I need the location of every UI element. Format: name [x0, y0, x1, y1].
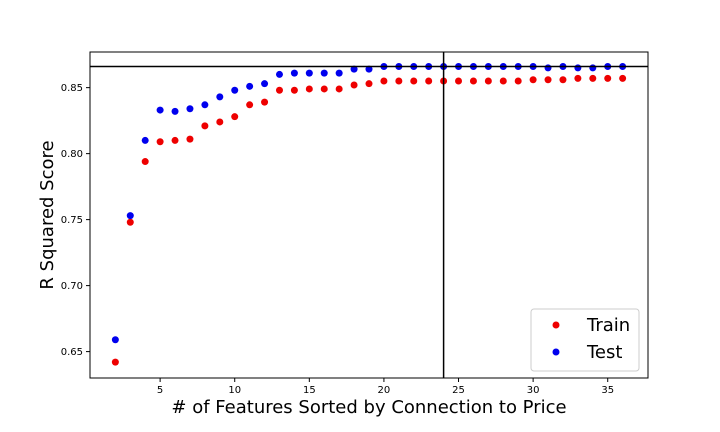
data-point-train [156, 138, 164, 146]
data-point-test [574, 64, 582, 72]
data-point-test [544, 64, 552, 72]
data-point-test [246, 82, 254, 90]
data-point-test [216, 93, 224, 101]
data-point-train [499, 77, 507, 85]
data-point-train [484, 77, 492, 85]
data-point-train [261, 98, 269, 106]
data-point-test [290, 69, 298, 77]
y-tick-label: 0.70 [61, 281, 83, 292]
data-point-train [529, 76, 537, 84]
x-tick-label: 20 [378, 385, 391, 396]
legend-marker-test [552, 348, 560, 356]
data-point-test [156, 106, 164, 114]
data-point-train [246, 101, 254, 109]
data-point-train [126, 218, 134, 226]
data-point-train [425, 77, 433, 85]
data-point-test [350, 65, 358, 73]
data-point-test [126, 212, 134, 220]
data-point-train [380, 77, 388, 85]
data-point-train [574, 74, 582, 82]
data-point-train [305, 85, 313, 93]
x-tick-label: 25 [452, 385, 465, 396]
x-axis-label: # of Features Sorted by Connection to Pr… [171, 397, 566, 418]
data-point-train [469, 77, 477, 85]
plot-area [90, 52, 648, 378]
data-point-train [216, 118, 224, 126]
data-point-test [231, 86, 239, 94]
legend-label-train: Train [586, 315, 630, 336]
data-point-test [171, 107, 179, 115]
legend-marker-train [552, 321, 560, 329]
data-point-train [275, 86, 283, 94]
data-point-train [335, 85, 343, 93]
x-tick-label: 30 [527, 385, 540, 396]
data-point-train [514, 77, 522, 85]
data-point-train [559, 76, 567, 84]
data-point-train [410, 77, 418, 85]
data-point-test [186, 105, 194, 113]
data-point-train [171, 136, 179, 144]
y-axis-ticks: 0.65 0.70 0.75 0.80 0.85 [61, 83, 90, 358]
data-point-test [141, 136, 149, 144]
data-point-test [320, 69, 328, 77]
data-point-train [589, 74, 597, 82]
data-point-train [201, 122, 209, 130]
y-axis-label: R Squared Score [37, 140, 58, 289]
data-point-train [141, 158, 149, 166]
series-train [111, 74, 627, 366]
plot-frame [89, 51, 649, 379]
legend: Train Test [530, 308, 640, 372]
data-point-train [544, 76, 552, 84]
data-point-test [261, 80, 269, 88]
data-point-train [619, 74, 627, 82]
data-point-train [111, 358, 119, 366]
data-point-train [395, 77, 403, 85]
data-point-train [231, 113, 239, 121]
data-point-train [455, 77, 463, 85]
x-tick-label: 35 [601, 385, 614, 396]
x-tick-label: 10 [228, 385, 241, 396]
x-tick-label: 5 [157, 385, 163, 396]
x-tick-label: 15 [303, 385, 316, 396]
data-point-test [365, 65, 373, 73]
data-point-test [335, 69, 343, 77]
data-point-test [305, 69, 313, 77]
y-tick-label: 0.85 [61, 83, 83, 94]
data-point-test [589, 64, 597, 72]
data-point-train [320, 85, 328, 93]
data-point-test [275, 70, 283, 78]
data-point-train [365, 80, 373, 88]
x-axis-ticks: 5 10 15 20 25 30 35 [157, 378, 614, 396]
data-point-train [290, 86, 298, 94]
data-point-test [201, 101, 209, 109]
data-point-train [186, 135, 194, 143]
y-tick-label: 0.80 [61, 149, 83, 160]
data-point-train [604, 74, 612, 82]
y-tick-label: 0.65 [61, 347, 83, 358]
y-tick-label: 0.75 [61, 215, 83, 226]
data-point-test [111, 336, 119, 344]
legend-label-test: Test [586, 342, 622, 363]
data-point-train [350, 81, 358, 89]
